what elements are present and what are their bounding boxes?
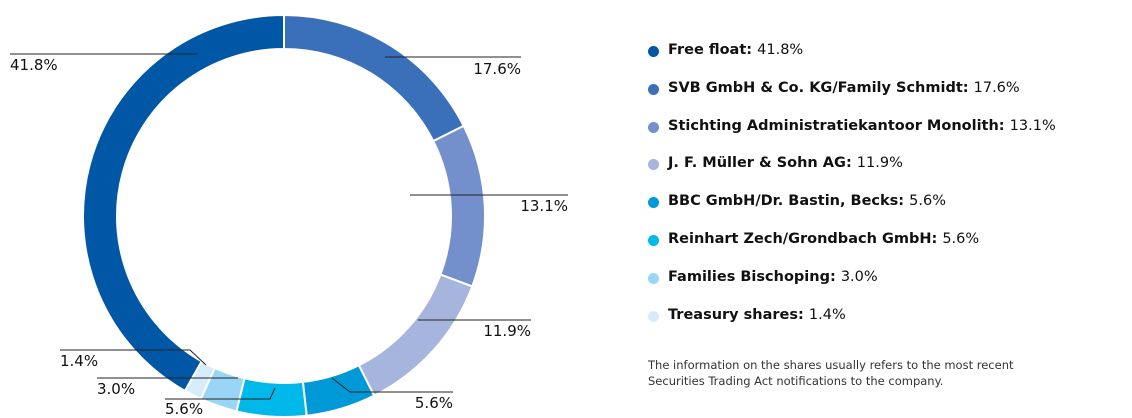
legend-name: Reinhart Zech/Grondbach GmbH <box>668 231 942 247</box>
legend-name: BBC GmbH/Dr. Bastin, Becks <box>668 193 909 209</box>
note-line: Securities Trading Act notifications to … <box>648 374 944 388</box>
slice-label: 1.4% <box>60 352 98 370</box>
legend-name: Stichting Administratiekantoor Monolith <box>668 118 1010 134</box>
legend-item: BBC GmbH/Dr. Bastin, Becks5.6% <box>648 193 1056 231</box>
legend-swatch <box>648 121 659 133</box>
slice-label: 17.6% <box>473 60 521 78</box>
legend-swatch <box>648 234 659 246</box>
legend-name: Treasury shares <box>668 307 809 323</box>
legend-item: J. F. Müller & Sohn AG11.9% <box>648 155 1056 193</box>
legend-swatch <box>648 46 659 57</box>
legend-value: 17.6% <box>973 79 1020 96</box>
leader-line <box>165 387 276 400</box>
legend-name: Free float <box>668 42 757 58</box>
slice-label: 13.1% <box>520 197 568 215</box>
legend-value: 1.4% <box>808 306 846 323</box>
legend-swatch <box>648 310 659 322</box>
slice-label: 3.0% <box>97 380 135 398</box>
slice-label: 11.9% <box>483 322 531 340</box>
legend-item: Stichting Administratiekantoor Monolith1… <box>648 118 1056 156</box>
legend-value: 11.9% <box>856 155 903 172</box>
legend-value: 5.6% <box>909 193 946 210</box>
slice-label: 5.6% <box>165 400 203 418</box>
leader-line <box>60 349 207 366</box>
donut-slice <box>82 13 285 393</box>
leader-line <box>331 377 453 393</box>
legend-value: 3.0% <box>840 268 878 285</box>
legend-item: Treasury shares1.4% <box>648 307 1056 345</box>
legend-value: 41.8% <box>757 42 804 58</box>
legend-item: SVB GmbH & Co. KG/Family Schmidt17.6% <box>648 80 1056 118</box>
legend-swatch <box>648 159 659 171</box>
legend-name: SVB GmbH & Co. KG/Family Schmidt <box>668 80 974 96</box>
note: The information on the shares usually re… <box>648 357 1014 389</box>
donut-slice <box>235 377 308 418</box>
donut-chart: 41.8% 17.6% 13.1% 11.9% 5.6% 5.6% 3.0% 1.4% <box>10 13 568 418</box>
legend-swatch <box>648 83 659 95</box>
legend-name: J. F. Müller & Sohn AG <box>668 155 857 171</box>
donut-slice <box>357 273 474 398</box>
legend-name: Families Bischoping <box>668 269 841 285</box>
legend-swatch <box>648 197 659 209</box>
donut-slice <box>283 13 466 143</box>
legend-item: Reinhart Zech/Grondbach GmbH5.6% <box>648 231 1056 269</box>
legend-item: Free float41.8% <box>648 42 1056 80</box>
legend-value: 13.1% <box>1009 117 1056 134</box>
legend-item: Families Bischoping3.0% <box>648 269 1056 307</box>
legend-swatch <box>648 272 659 284</box>
legend-value: 5.6% <box>942 230 980 247</box>
legend: Free float41.8%SVB GmbH & Co. KG/Family … <box>648 42 1056 344</box>
note-line: The information on the shares usually re… <box>648 358 1014 372</box>
donut-slice <box>431 124 486 288</box>
slice-label: 5.6% <box>415 394 453 412</box>
donut-slice <box>301 363 376 417</box>
slice-label: 41.8% <box>10 56 58 74</box>
